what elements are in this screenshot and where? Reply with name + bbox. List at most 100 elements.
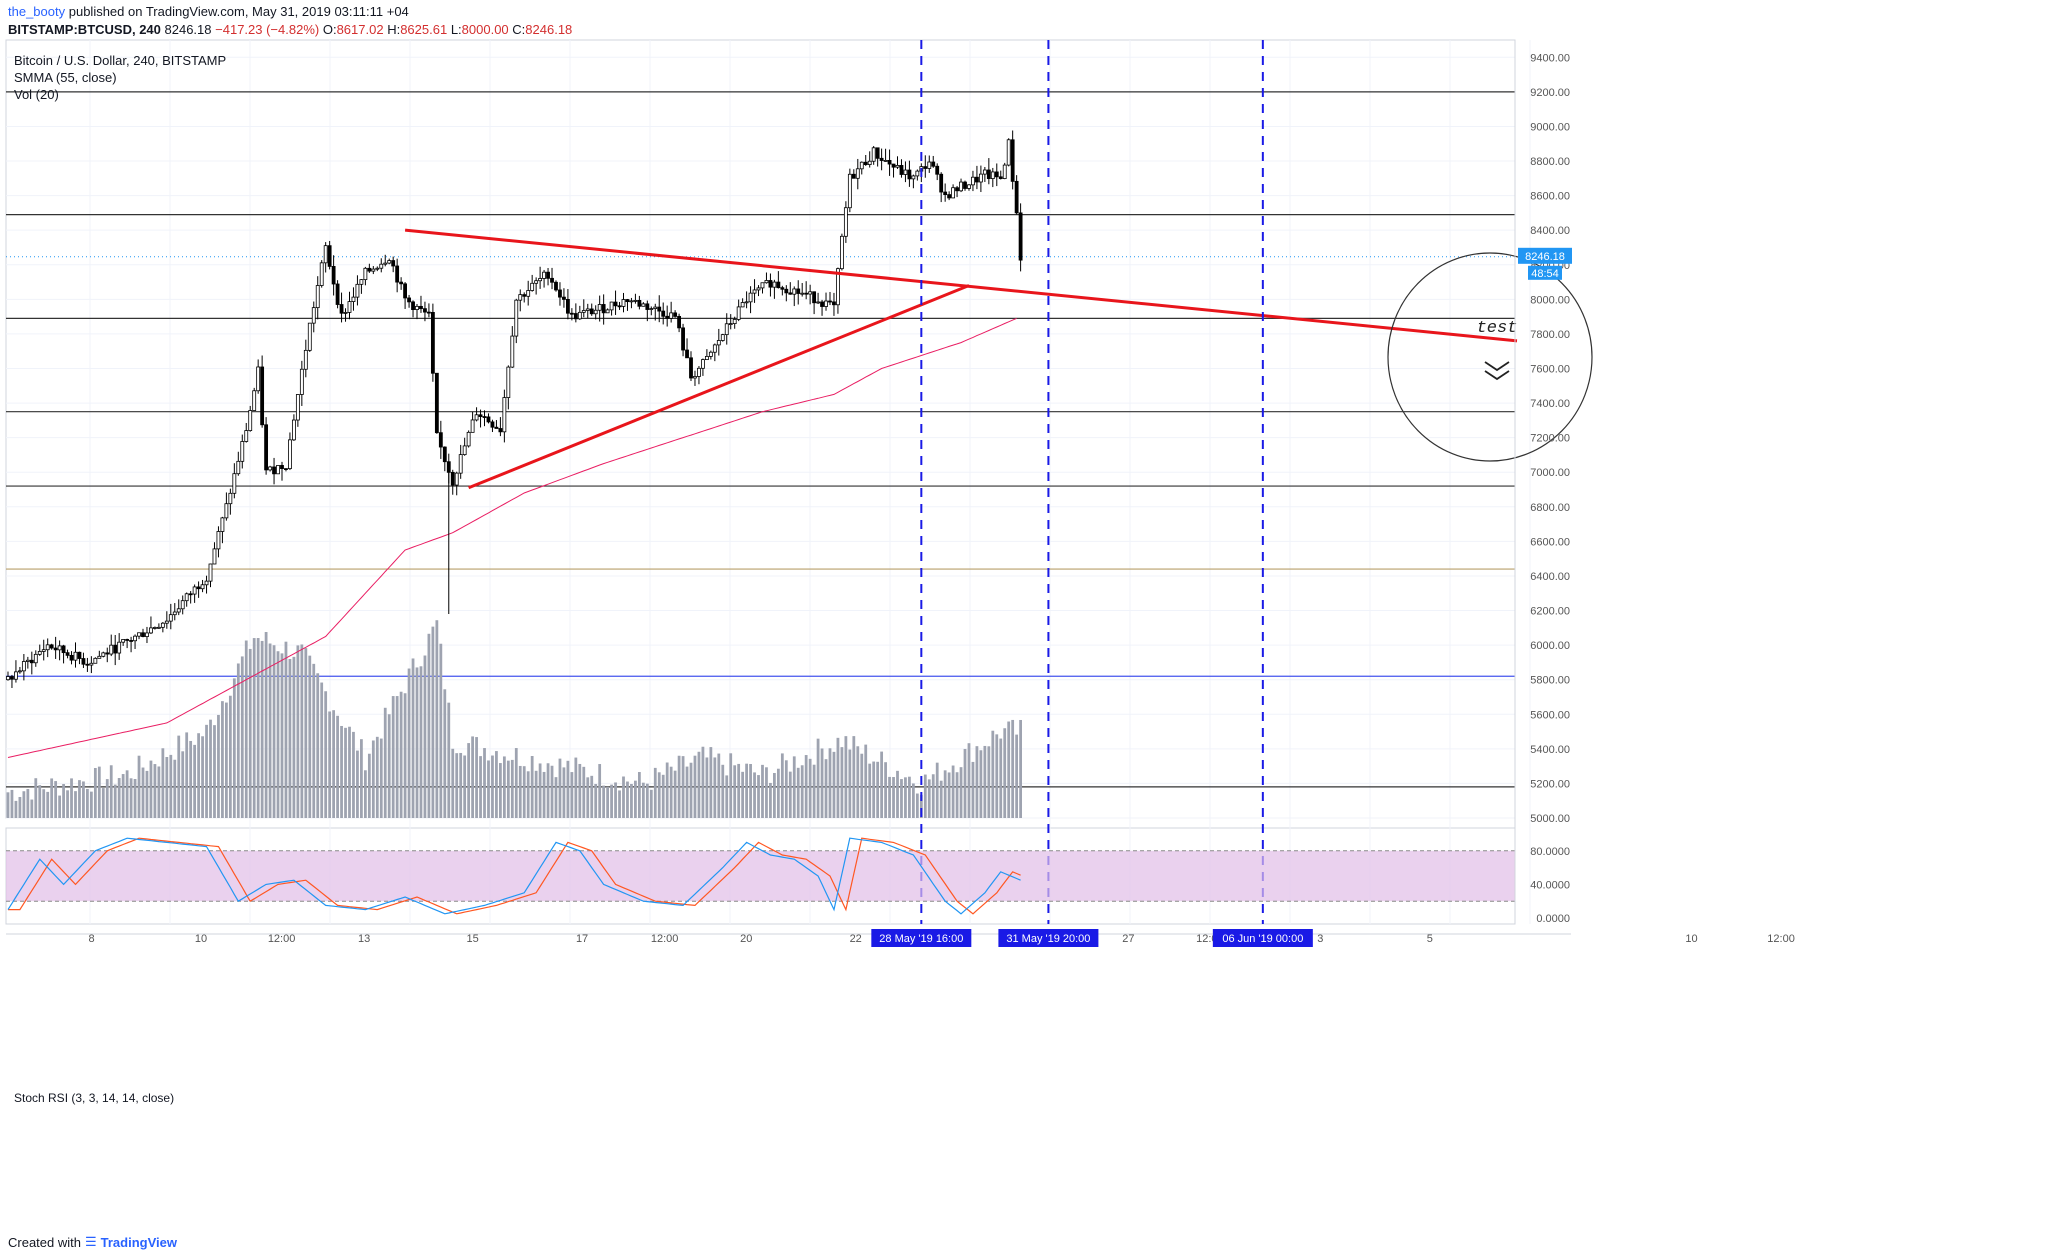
candle-down [339,304,344,314]
candle-up [156,626,161,629]
candle-up [597,304,602,311]
volume-bar [117,778,121,818]
trendlines[interactable] [404,228,1518,490]
volume-bar [328,711,332,818]
volume-bar [256,638,260,818]
candle-up [315,285,320,309]
created-with-label: Created with [8,1234,81,1250]
volume-bar [272,645,276,818]
candle-up [228,492,233,505]
volume-bar [165,757,169,818]
candle-up [649,308,654,310]
volume-bars [6,620,1022,818]
candle-up [14,671,18,680]
tradingview-brand[interactable]: TradingView [100,1234,177,1250]
volume-bar [943,770,947,818]
volume-bar [201,736,204,818]
symbol-label: BITSTAMP:BTCUSD, 240 [8,22,161,37]
candle-down [947,194,952,199]
legend-smma[interactable]: SMMA (55, close) [14,70,117,85]
volume-bar [919,794,923,818]
candle-down [569,312,574,315]
price-tick: 6400.00 [1530,571,1570,583]
candle-up [808,291,813,295]
volume-bar [979,750,983,818]
volume-bar [181,751,185,818]
candle-up [967,184,971,189]
volume-bar [451,748,455,818]
candle-up [752,289,757,294]
candle-up [903,169,908,175]
volume-bar [975,746,979,818]
volume-bar [1019,719,1022,818]
candle-down [430,312,435,374]
candle-up [470,419,475,433]
volume-bar [240,656,244,818]
candle-up [724,323,729,336]
volume-bar [193,744,197,818]
volume-bar [824,759,828,818]
volume-bar [10,789,14,818]
candle-up [510,335,515,368]
candle-up [454,472,459,486]
volume-bar [499,763,502,818]
candle-up [168,614,173,622]
price-tick: 8000.00 [1530,294,1570,306]
price-tick: 5000.00 [1530,813,1570,825]
candle-up [760,282,765,289]
volume-bar [467,743,471,818]
author-link[interactable]: the_booty [8,4,66,19]
volume-bar [606,786,610,818]
volume-bar [375,736,379,818]
candle-up [252,390,257,411]
candle-up [160,622,165,628]
volume-bar [97,766,101,818]
volume-bar [832,751,836,818]
candle-up [716,340,721,346]
rsi-legend[interactable]: Stoch RSI (3, 3, 14, 14, close) [14,1091,175,1105]
price-tick: 5800.00 [1530,675,1570,687]
legend-title[interactable]: Bitcoin / U.S. Dollar, 240, BITSTAMP [14,53,227,68]
candle-up [216,531,221,550]
candle-down [796,288,801,294]
volume-bar [737,763,741,818]
candle-up [73,651,78,661]
price-tick: 8600.00 [1530,191,1570,203]
volume-bar [109,765,113,818]
candle-down [637,299,642,307]
volume-bar [681,756,685,818]
candle-down [423,308,427,313]
volume-bar [296,645,300,818]
volume-bar [733,765,737,818]
volume-bar [320,682,324,818]
legend-volume[interactable]: Vol (20) [14,87,59,102]
volume-bar [816,738,820,818]
candle-up [915,170,920,177]
volume-bar [935,762,939,818]
volume-bar [959,767,963,818]
candle-down [573,313,578,320]
candle-up [951,187,956,199]
candle-down [331,266,336,285]
time-tick: 13 [358,933,370,945]
annotation-circle[interactable]: test [1387,252,1593,462]
candle-up [704,356,709,361]
time-tick: 12:00 [268,933,296,945]
volume-bar [228,695,232,818]
publish-info: published on TradingView.com, May 31, 20… [68,4,409,19]
volume-bar [784,760,788,818]
candle-up [792,288,797,295]
volume-bar [645,783,649,818]
volume-bar [776,768,780,818]
volume-bar [415,667,419,818]
candle-down [446,461,451,473]
volume-bar [705,757,709,818]
candle-down [625,299,630,303]
candle-up [37,651,42,655]
candle-up [621,299,626,307]
candle-up [883,159,888,162]
volume-bar [590,775,594,818]
candle-down [562,296,566,300]
vertical-lines[interactable] [920,40,1264,924]
